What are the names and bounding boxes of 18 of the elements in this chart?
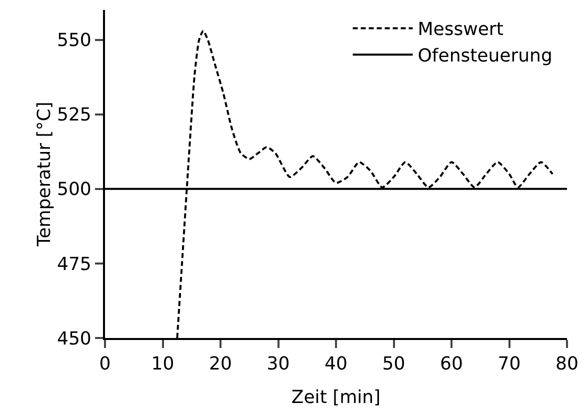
y-tick-label: 450 [57,328,92,350]
y-tick-label: 475 [57,254,92,275]
x-tick-label: 40 [324,354,348,375]
x-tick-label: 50 [382,354,406,375]
y-tick-label: 500 [57,179,92,200]
legend-label: Messwert [418,19,504,40]
x-tick-label: 70 [498,354,521,375]
legend-label: Ofensteuerung [418,46,552,67]
x-tick-label: 80 [556,354,578,375]
x-tick-label: 20 [209,354,232,375]
x-tick-label: 0 [99,354,111,375]
y-axis-title: Temperatur [°C] [34,102,56,248]
x-tick-label: 10 [151,354,174,375]
y-tick-label: 550 [57,30,92,52]
x-tick-label: 60 [440,354,463,375]
x-tick-label: 30 [266,354,290,375]
x-axis-title: Zeit [min] [291,387,381,408]
y-tick-label: 525 [57,104,92,126]
